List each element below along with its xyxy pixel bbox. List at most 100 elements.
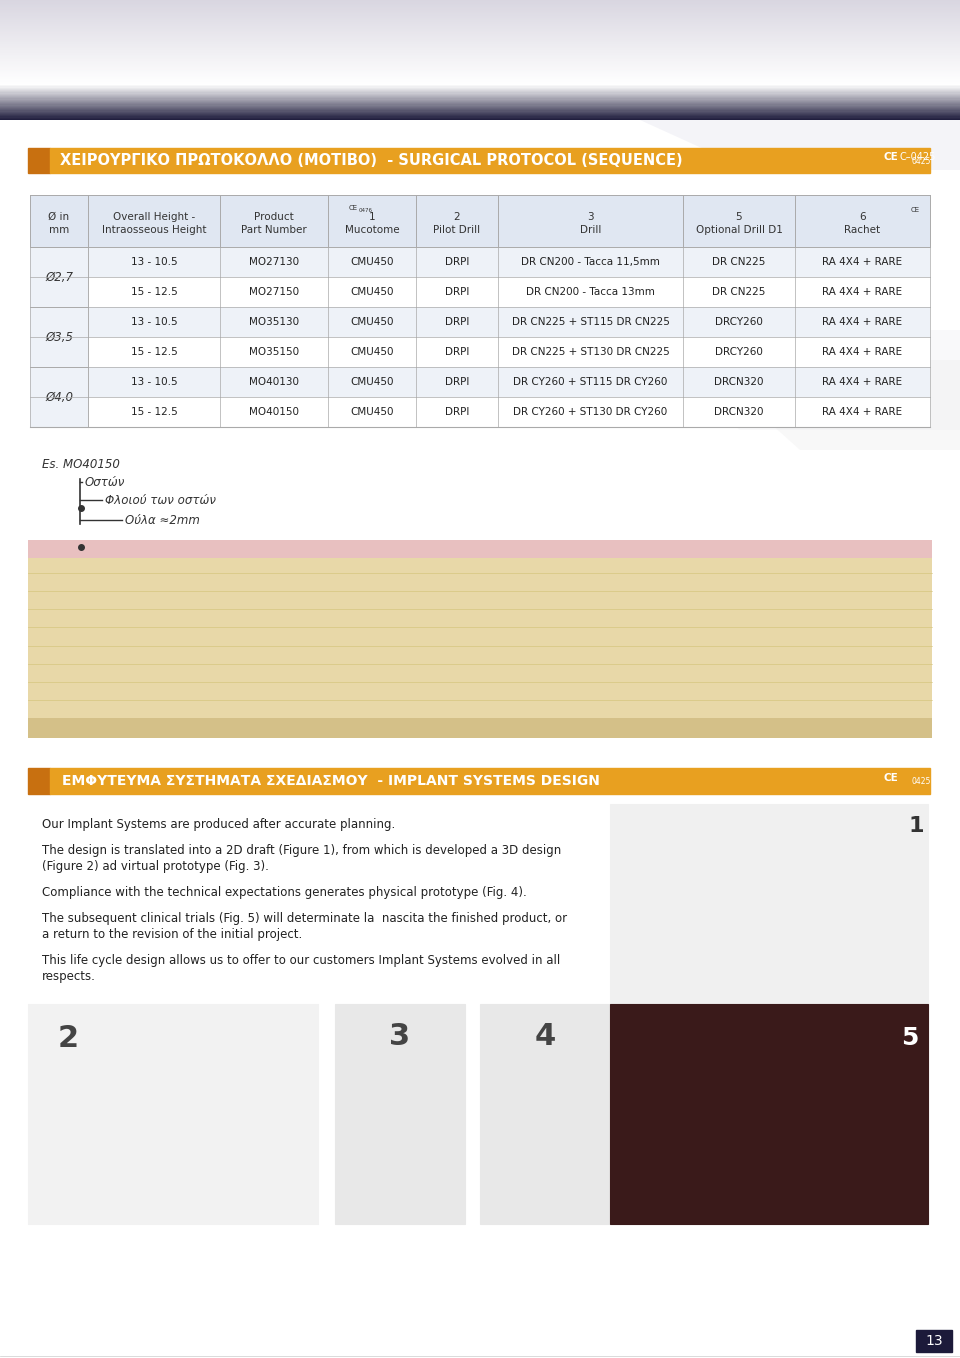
Text: Product
Part Number: Product Part Number — [241, 212, 307, 235]
Text: DR CN225: DR CN225 — [712, 257, 766, 268]
Text: DRCN320: DRCN320 — [714, 378, 764, 387]
Text: DRCY260: DRCY260 — [715, 316, 763, 327]
Polygon shape — [640, 120, 960, 170]
Text: DRPI: DRPI — [444, 287, 469, 297]
Bar — [30, 247, 930, 277]
Text: MO35130: MO35130 — [249, 316, 300, 327]
Text: Ø2,7: Ø2,7 — [45, 270, 73, 284]
Text: ΧΕΙΡΟΥΡΓΙΚΟ ΠΡΩΤΟΚΟΛΛΟ (ΜΟΤΙΒΟ)  - SURGICAL PROTOCOL (SEQUENCE): ΧΕΙΡΟΥΡΓΙΚΟ ΠΡΩΤΟΚΟΛΛΟ (ΜΟΤΙΒΟ) - SURGIC… — [60, 153, 683, 168]
Text: Compliance with the technical expectations generates physical prototype (Fig. 4): Compliance with the technical expectatio… — [42, 885, 527, 899]
Text: 15 - 12.5: 15 - 12.5 — [131, 407, 178, 417]
Text: CE: CE — [348, 205, 357, 210]
Text: respects.: respects. — [42, 970, 96, 983]
Bar — [335, 1004, 465, 1224]
Text: Ø4,0: Ø4,0 — [45, 391, 73, 403]
Text: MO35150: MO35150 — [249, 348, 300, 357]
Text: This life cycle design allows us to offer to our customers Implant Systems evolv: This life cycle design allows us to offe… — [42, 955, 561, 967]
Text: 0425: 0425 — [912, 158, 931, 166]
Text: 2: 2 — [58, 1024, 79, 1052]
Text: 15 - 12.5: 15 - 12.5 — [131, 348, 178, 357]
Text: CMU450: CMU450 — [350, 287, 394, 297]
Text: DRPI: DRPI — [444, 348, 469, 357]
Text: DRPI: DRPI — [444, 378, 469, 387]
Text: 13 - 10.5: 13 - 10.5 — [131, 257, 178, 268]
Text: 5
Optional Drill D1: 5 Optional Drill D1 — [696, 212, 782, 235]
Text: 6
Rachet: 6 Rachet — [845, 212, 880, 235]
Bar — [30, 397, 930, 426]
Text: DR CN225 + ST115 DR CN225: DR CN225 + ST115 DR CN225 — [512, 316, 669, 327]
Bar — [30, 277, 930, 307]
Text: 5: 5 — [901, 1027, 919, 1050]
Bar — [28, 540, 932, 558]
Text: Φλοιού των οστών: Φλοιού των οστών — [105, 493, 216, 507]
Bar — [28, 769, 50, 794]
Text: DRPI: DRPI — [444, 407, 469, 417]
Text: 2
Pilot Drill: 2 Pilot Drill — [433, 212, 481, 235]
Bar — [610, 1004, 928, 1224]
Text: RA 4X4 + RARE: RA 4X4 + RARE — [823, 287, 902, 297]
Text: 13 - 10.5: 13 - 10.5 — [131, 316, 178, 327]
Bar — [50, 148, 930, 172]
Text: 4: 4 — [535, 1023, 556, 1051]
Bar — [28, 148, 50, 172]
Text: CE: CE — [883, 152, 898, 162]
Text: RA 4X4 + RARE: RA 4X4 + RARE — [823, 407, 902, 417]
Text: RA 4X4 + RARE: RA 4X4 + RARE — [823, 348, 902, 357]
Text: DRPI: DRPI — [444, 316, 469, 327]
Text: RA 4X4 + RARE: RA 4X4 + RARE — [823, 257, 902, 268]
Bar — [30, 367, 930, 397]
Text: (Figure 2) ad virtual prototype (Fig. 3).: (Figure 2) ad virtual prototype (Fig. 3)… — [42, 860, 269, 873]
Polygon shape — [700, 360, 960, 449]
Text: The design is translated into a 2D draft (Figure 1), from which is developed a 3: The design is translated into a 2D draft… — [42, 845, 562, 857]
Text: Es. MO40150: Es. MO40150 — [42, 458, 120, 470]
Text: CMU450: CMU450 — [350, 348, 394, 357]
Text: Ø in
mm: Ø in mm — [48, 212, 69, 235]
Text: 13 - 10.5: 13 - 10.5 — [131, 378, 178, 387]
Bar — [0, 1320, 960, 1348]
Bar — [916, 1329, 952, 1353]
Text: C–0425: C–0425 — [900, 152, 936, 163]
Text: DR CY260 + ST130 DR CY260: DR CY260 + ST130 DR CY260 — [514, 407, 667, 417]
Text: Ούλα ≈2mm: Ούλα ≈2mm — [125, 513, 200, 527]
Text: Overall Height -
Intraosseous Height: Overall Height - Intraosseous Height — [102, 212, 206, 235]
Bar — [30, 337, 930, 367]
Bar — [30, 367, 88, 426]
Text: 0476: 0476 — [359, 208, 373, 213]
Text: MO27150: MO27150 — [249, 287, 300, 297]
Bar — [30, 196, 930, 247]
Text: DRCN320: DRCN320 — [714, 407, 764, 417]
Text: Our Implant Systems are produced after accurate planning.: Our Implant Systems are produced after a… — [42, 818, 396, 831]
Text: 1
Mucotome: 1 Mucotome — [345, 212, 399, 235]
Bar — [610, 804, 928, 1024]
Text: DR CN200 - Tacca 11,5mm: DR CN200 - Tacca 11,5mm — [521, 257, 660, 268]
Text: CMU450: CMU450 — [350, 378, 394, 387]
Bar — [30, 307, 930, 337]
Text: MO27130: MO27130 — [249, 257, 300, 268]
Bar — [30, 247, 88, 307]
Bar — [28, 718, 932, 737]
Text: CMU450: CMU450 — [350, 316, 394, 327]
Text: a return to the revision of the initial project.: a return to the revision of the initial … — [42, 928, 302, 941]
Text: CE: CE — [883, 773, 898, 784]
Text: The subsequent clinical trials (Fig. 5) will determinate la  nascita the finishe: The subsequent clinical trials (Fig. 5) … — [42, 913, 567, 925]
Text: DR CN225: DR CN225 — [712, 287, 766, 297]
Polygon shape — [620, 330, 960, 430]
Bar — [480, 1004, 610, 1224]
Bar — [50, 769, 930, 794]
Bar — [28, 558, 932, 718]
Text: Ø3,5: Ø3,5 — [45, 330, 73, 344]
Text: 15 - 12.5: 15 - 12.5 — [131, 287, 178, 297]
Text: RA 4X4 + RARE: RA 4X4 + RARE — [823, 378, 902, 387]
Text: RA 4X4 + RARE: RA 4X4 + RARE — [823, 316, 902, 327]
Text: MO40150: MO40150 — [249, 407, 299, 417]
Text: CMU450: CMU450 — [350, 407, 394, 417]
Bar — [28, 1004, 318, 1224]
Text: DR CY260 + ST115 DR CY260: DR CY260 + ST115 DR CY260 — [514, 378, 668, 387]
Text: 3: 3 — [390, 1023, 411, 1051]
Text: MO40130: MO40130 — [249, 378, 299, 387]
Text: DR CN200 - Tacca 13mm: DR CN200 - Tacca 13mm — [526, 287, 655, 297]
Text: CE: CE — [911, 206, 920, 213]
Bar — [30, 307, 88, 367]
Text: ΕΜΦΥΤΕΥΜΑ ΣΥΣΤΗΜΑΤΑ ΣΧΕΔΙΑΣΜΟΥ  - IMPLANT SYSTEMS DESIGN: ΕΜΦΥΤΕΥΜΑ ΣΥΣΤΗΜΑΤΑ ΣΧΕΔΙΑΣΜΟΥ - IMPLANT… — [62, 774, 600, 788]
Text: Οστών: Οστών — [85, 475, 126, 489]
